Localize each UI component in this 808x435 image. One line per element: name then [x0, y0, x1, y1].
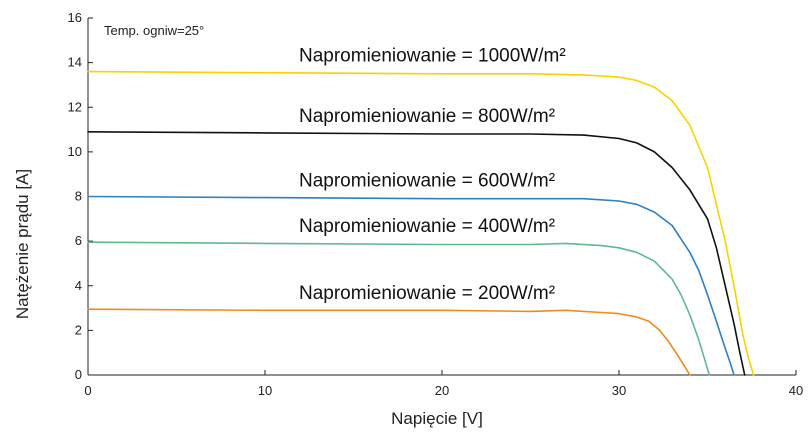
- series-line: [87, 131, 746, 376]
- series-line: [87, 241, 711, 376]
- y-axis-title: Natężenie prądu [A]: [13, 169, 32, 319]
- series-curves: [87, 70, 755, 376]
- temperature-note: Temp. ogniw=25°: [104, 23, 204, 38]
- series-labels: Napromieniowanie = 1000W/m² Napromieniowa…: [299, 46, 566, 305]
- series-label: Napromieniowanie = 800W/m²: [299, 106, 555, 127]
- y-tick-label: 6: [75, 233, 82, 248]
- x-tick-label: 40: [789, 383, 803, 398]
- x-tick-label: 30: [612, 383, 626, 398]
- x-tick-label: 0: [84, 383, 91, 398]
- y-tick-label: 2: [75, 322, 82, 337]
- y-tick-label: 8: [75, 189, 82, 204]
- y-tick-label: 16: [68, 10, 82, 25]
- x-tick-label: 10: [258, 383, 272, 398]
- x-axis-title: Napięcie [V]: [391, 409, 483, 428]
- series-label: Napromieniowanie = 400W/m²: [299, 216, 555, 237]
- series-line: [87, 308, 691, 376]
- series-line: [87, 70, 755, 376]
- series-line: [87, 195, 735, 376]
- x-tick-label: 20: [435, 383, 449, 398]
- y-tick-label: 0: [75, 367, 82, 382]
- series-label: Napromieniowanie = 600W/m²: [299, 171, 555, 192]
- series-label: Napromieniowanie = 1000W/m²: [299, 46, 566, 67]
- y-tick-label: 10: [68, 144, 82, 159]
- x-axis-ticks: 0 10 20 30 40: [84, 370, 803, 398]
- series-label: Napromieniowanie = 200W/m²: [299, 283, 555, 304]
- y-tick-label: 12: [68, 99, 82, 114]
- y-tick-label: 4: [75, 278, 82, 293]
- y-tick-label: 14: [68, 55, 82, 70]
